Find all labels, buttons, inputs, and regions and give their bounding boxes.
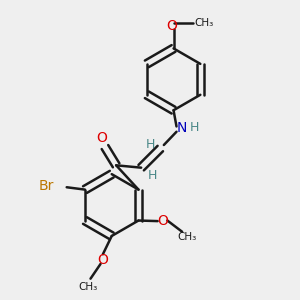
Text: O: O: [166, 19, 177, 33]
Text: O: O: [97, 131, 107, 145]
Text: H: H: [148, 169, 157, 182]
Text: Br: Br: [39, 179, 54, 193]
Text: CH₃: CH₃: [78, 282, 97, 292]
Text: CH₃: CH₃: [178, 232, 197, 242]
Text: O: O: [157, 214, 168, 227]
Text: H: H: [190, 122, 200, 134]
Text: H: H: [145, 139, 155, 152]
Text: O: O: [97, 253, 108, 267]
Text: CH₃: CH₃: [195, 18, 214, 28]
Text: N: N: [177, 121, 187, 135]
